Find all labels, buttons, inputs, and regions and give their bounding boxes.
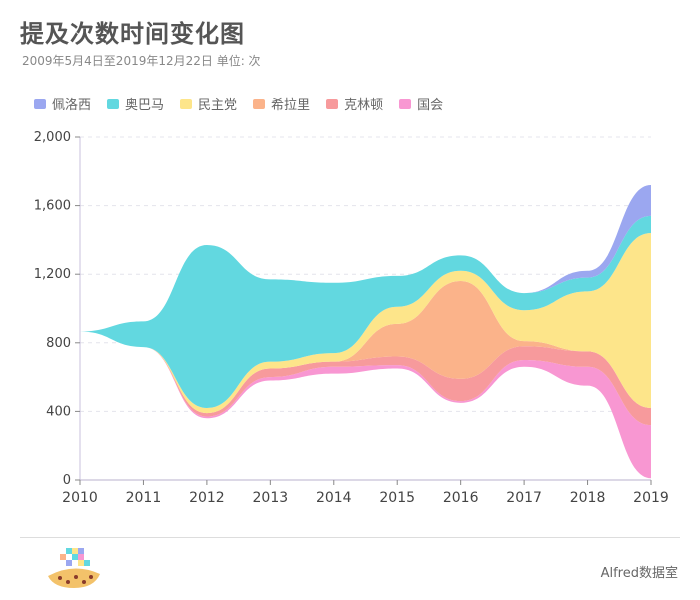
x-tick-label: 2010 (62, 490, 98, 506)
logo-icon (48, 548, 100, 588)
legend-label: 克林顿 (344, 98, 384, 113)
x-tick-label: 2013 (253, 490, 289, 506)
legend-label: 希拉里 (271, 98, 311, 113)
legend-swatch (253, 98, 266, 109)
legend-item[interactable]: 佩洛西 (34, 94, 91, 113)
area-series-2 (80, 233, 651, 414)
x-tick-label: 2017 (506, 490, 542, 506)
x-tick-label: 2014 (316, 490, 352, 506)
legend-item[interactable]: 克林顿 (326, 94, 383, 113)
legend-swatch (180, 98, 193, 109)
y-tick-label: 400 (46, 404, 71, 419)
streamgraph-chart: 0 400 800 1,200 1,600 2,000 2010 2011 2012 2013 20… (34, 130, 669, 506)
chart-subtitle: 2009年5月4日至2019年12月22日 单位: 次 (22, 54, 261, 68)
y-tick-label: 1,600 (34, 199, 71, 214)
x-tick-label: 2018 (570, 490, 606, 506)
legend-label: 国会 (417, 98, 444, 113)
legend-item[interactable]: 希拉里 (253, 94, 310, 113)
legend-swatch (34, 98, 46, 109)
x-tick-label: 2019 (633, 490, 669, 506)
x-tick-label: 2016 (443, 490, 479, 506)
legend-label: 奥巴马 (125, 98, 165, 113)
legend-item[interactable]: 民主党 (180, 94, 237, 113)
area-series-4 (80, 331, 651, 426)
x-tick-label: 2012 (189, 490, 225, 506)
legend-item[interactable]: 奥巴马 (107, 94, 164, 113)
legend-swatch (326, 98, 339, 109)
legend-label: 民主党 (198, 98, 238, 113)
x-tick-label: 2015 (379, 490, 415, 506)
legend-swatch (399, 98, 412, 109)
y-tick-label: 2,000 (34, 130, 71, 145)
legend-label: 佩洛西 (52, 98, 92, 113)
legend-swatch (107, 98, 120, 109)
legend: 佩洛西 奥巴马 民主党 希拉里 克林顿 国会 (34, 94, 459, 113)
area-series-5 (80, 331, 651, 479)
area-series-1 (80, 215, 651, 408)
y-tick-label: 800 (46, 336, 71, 351)
y-tick-label: 0 (63, 473, 71, 488)
x-tick-label: 2011 (126, 490, 162, 506)
brand-label: Alfred数据室 (600, 566, 678, 581)
y-tick-label: 1,200 (34, 267, 71, 282)
legend-item[interactable]: 国会 (399, 94, 443, 113)
footer-divider (20, 537, 680, 538)
area-series-3 (80, 281, 651, 414)
chart-title: 提及次数时间变化图 (20, 20, 245, 48)
